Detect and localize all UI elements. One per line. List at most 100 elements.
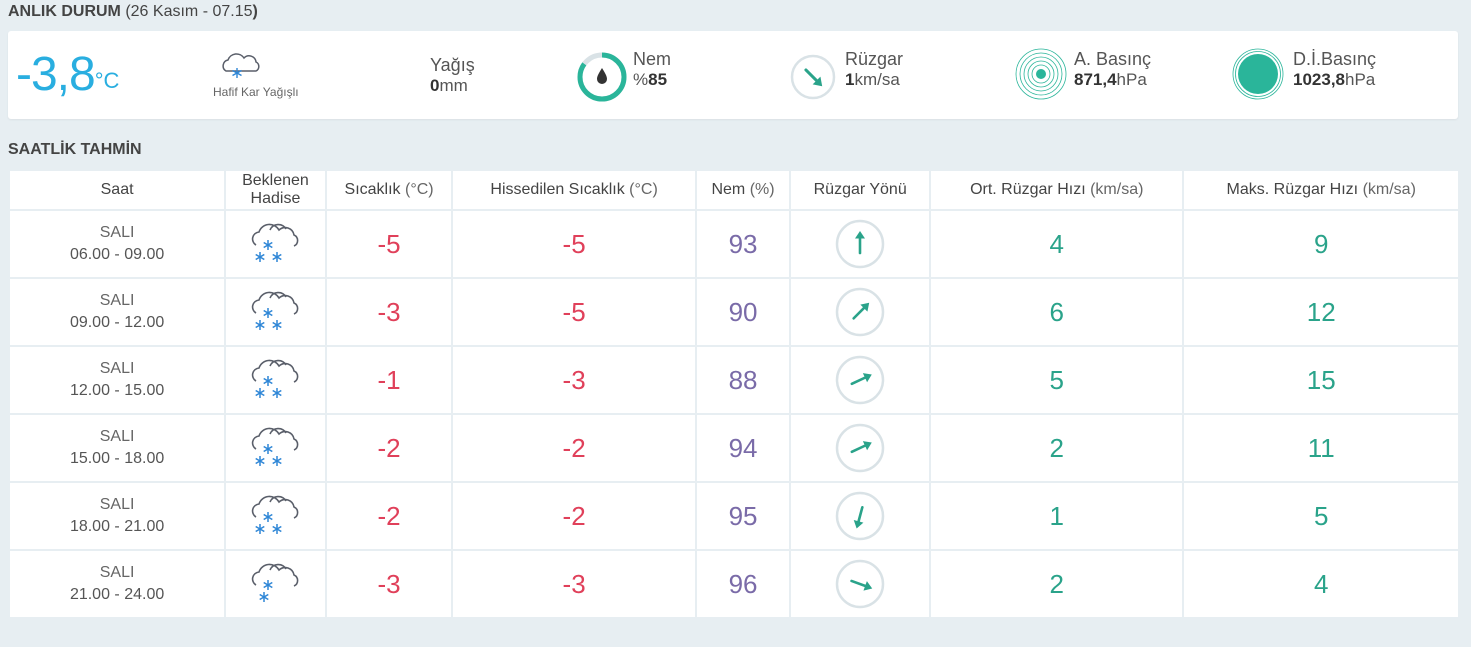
header-feel: Hissedilen Sıcaklık (°C) xyxy=(453,171,695,209)
wind-avg-cell: 4 xyxy=(931,211,1183,277)
header-temp: Sıcaklık (°C) xyxy=(326,171,452,209)
time-range: 21.00 - 24.00 xyxy=(69,586,165,603)
sea-pressure-label: D.İ.Basınç xyxy=(1293,49,1377,69)
rain-value: 0 xyxy=(430,76,440,95)
sea-pressure-info: D.İ.Basınç 1023,8hPa xyxy=(1293,49,1376,90)
event-cell xyxy=(226,415,325,481)
time-cell: SALI 21.00 - 24.00 xyxy=(10,551,225,617)
current-condition: Hafif Kar Yağışlı xyxy=(213,51,323,99)
pressure-unit: hPa xyxy=(1116,70,1147,89)
wind-unit: km/sa xyxy=(854,70,900,89)
feel-cell: -3 xyxy=(453,347,695,413)
table-row: SALI 09.00 - 12.00 -3 -5 90 6 12 xyxy=(10,279,1458,345)
sea-pressure-unit: hPa xyxy=(1345,70,1376,89)
header-wind-avg: Ort. Rüzgar Hızı (km/sa) xyxy=(931,171,1183,209)
temp-cell: -2 xyxy=(326,415,452,481)
pressure-label: A. Basınç xyxy=(1074,49,1152,69)
wind-label: Rüzgar xyxy=(845,49,904,69)
feel-cell: -5 xyxy=(453,211,695,277)
time-cell: SALI 09.00 - 12.00 xyxy=(10,279,225,345)
pressure-value: 871,4 xyxy=(1074,70,1117,89)
event-cell xyxy=(226,551,325,617)
wind-max-cell: 4 xyxy=(1184,551,1458,617)
current-date-close: ) xyxy=(252,3,258,20)
hourly-title: SAATLİK TAHMİN xyxy=(8,141,142,158)
snow-icon xyxy=(252,223,299,262)
table-row: SALI 15.00 - 18.00 -2 -2 94 2 11 xyxy=(10,415,1458,481)
humidity-cell: 90 xyxy=(696,279,790,345)
temp-cell: -3 xyxy=(326,279,452,345)
wind-max-cell: 15 xyxy=(1184,347,1458,413)
humidity-cell: 88 xyxy=(696,347,790,413)
current-date: (26 Kasım - 07.15 xyxy=(125,3,253,20)
time-range: 06.00 - 09.00 xyxy=(69,246,165,263)
feel-cell: -2 xyxy=(453,483,695,549)
header-wind-max: Maks. Rüzgar Hızı (km/sa) xyxy=(1184,171,1458,209)
day-label: SALI xyxy=(99,292,135,309)
event-cell xyxy=(226,279,325,345)
time-cell: SALI 06.00 - 09.00 xyxy=(10,211,225,277)
feel-cell: -5 xyxy=(453,279,695,345)
temp-cell: -1 xyxy=(326,347,452,413)
event-cell xyxy=(226,347,325,413)
pressure-ring-icon xyxy=(1015,48,1067,100)
table-row: SALI 06.00 - 09.00 -5 -5 93 4 9 xyxy=(10,211,1458,277)
wind-avg-cell: 6 xyxy=(931,279,1183,345)
feel-cell: -3 xyxy=(453,551,695,617)
wind-max-cell: 12 xyxy=(1184,279,1458,345)
temp-cell: -5 xyxy=(326,211,452,277)
wind-avg-cell: 1 xyxy=(931,483,1183,549)
day-label: SALI xyxy=(99,428,135,445)
humidity-cell: 95 xyxy=(696,483,790,549)
header-event-2: Hadise xyxy=(250,190,301,207)
wind-direction-icon xyxy=(835,559,885,609)
pressure-info: A. Basınç 871,4hPa xyxy=(1074,49,1151,90)
wind-direction-icon xyxy=(835,219,885,269)
day-label: SALI xyxy=(99,224,135,241)
time-range: 15.00 - 18.00 xyxy=(69,450,165,467)
day-label: SALI xyxy=(99,564,135,581)
humidity-value: 85 xyxy=(648,70,668,89)
table-header-row: Saat Beklenen Hadise Sıcaklık (°C) Hissed… xyxy=(10,171,1458,209)
header-humidity-unit: (%) xyxy=(749,181,775,198)
event-cell xyxy=(226,211,325,277)
humidity-label: Nem xyxy=(633,49,672,69)
wind-max-cell: 11 xyxy=(1184,415,1458,481)
condition-label: Hafif Kar Yağışlı xyxy=(213,85,299,99)
time-cell: SALI 18.00 - 21.00 xyxy=(10,483,225,549)
wind-direction-icon xyxy=(835,491,885,541)
rain-label: Yağış xyxy=(430,55,475,75)
table-row: SALI 18.00 - 21.00 -2 -2 95 1 5 xyxy=(10,483,1458,549)
header-wind-avg-unit: (km/sa) xyxy=(1090,181,1144,198)
wind-max-cell: 9 xyxy=(1184,211,1458,277)
rain-unit: mm xyxy=(439,76,468,95)
header-temp-unit: (°C) xyxy=(405,181,434,198)
light-snow-icon xyxy=(252,563,299,602)
wind-dir-cell xyxy=(791,279,930,345)
wind-info: Rüzgar 1km/sa xyxy=(845,49,903,90)
sea-pressure-value: 1023,8 xyxy=(1293,70,1345,89)
wind-avg-cell: 2 xyxy=(931,415,1183,481)
wind-dir-cell xyxy=(791,211,930,277)
wind-avg-cell: 2 xyxy=(931,551,1183,617)
humidity-drop-icon xyxy=(577,52,627,102)
humidity-cell: 93 xyxy=(696,211,790,277)
wind-direction-icon xyxy=(835,355,885,405)
wind-direction-icon xyxy=(790,54,836,100)
wind-direction-icon xyxy=(835,423,885,473)
rain-info: Yağış 0mm xyxy=(430,55,475,96)
event-cell xyxy=(226,483,325,549)
header-time: Saat xyxy=(10,171,225,209)
light-snow-icon xyxy=(222,53,260,78)
temperature-value: -3,8 xyxy=(16,48,96,101)
snow-icon xyxy=(252,291,299,330)
header-wind-dir: Rüzgar Yönü xyxy=(791,171,930,209)
humidity-info: Nem %85 xyxy=(633,49,671,90)
wind-avg-cell: 5 xyxy=(931,347,1183,413)
wind-dir-cell xyxy=(791,347,930,413)
humidity-cell: 96 xyxy=(696,551,790,617)
temp-cell: -2 xyxy=(326,483,452,549)
snow-icon xyxy=(252,359,299,398)
temp-cell: -3 xyxy=(326,551,452,617)
humidity-prefix: % xyxy=(633,70,649,89)
